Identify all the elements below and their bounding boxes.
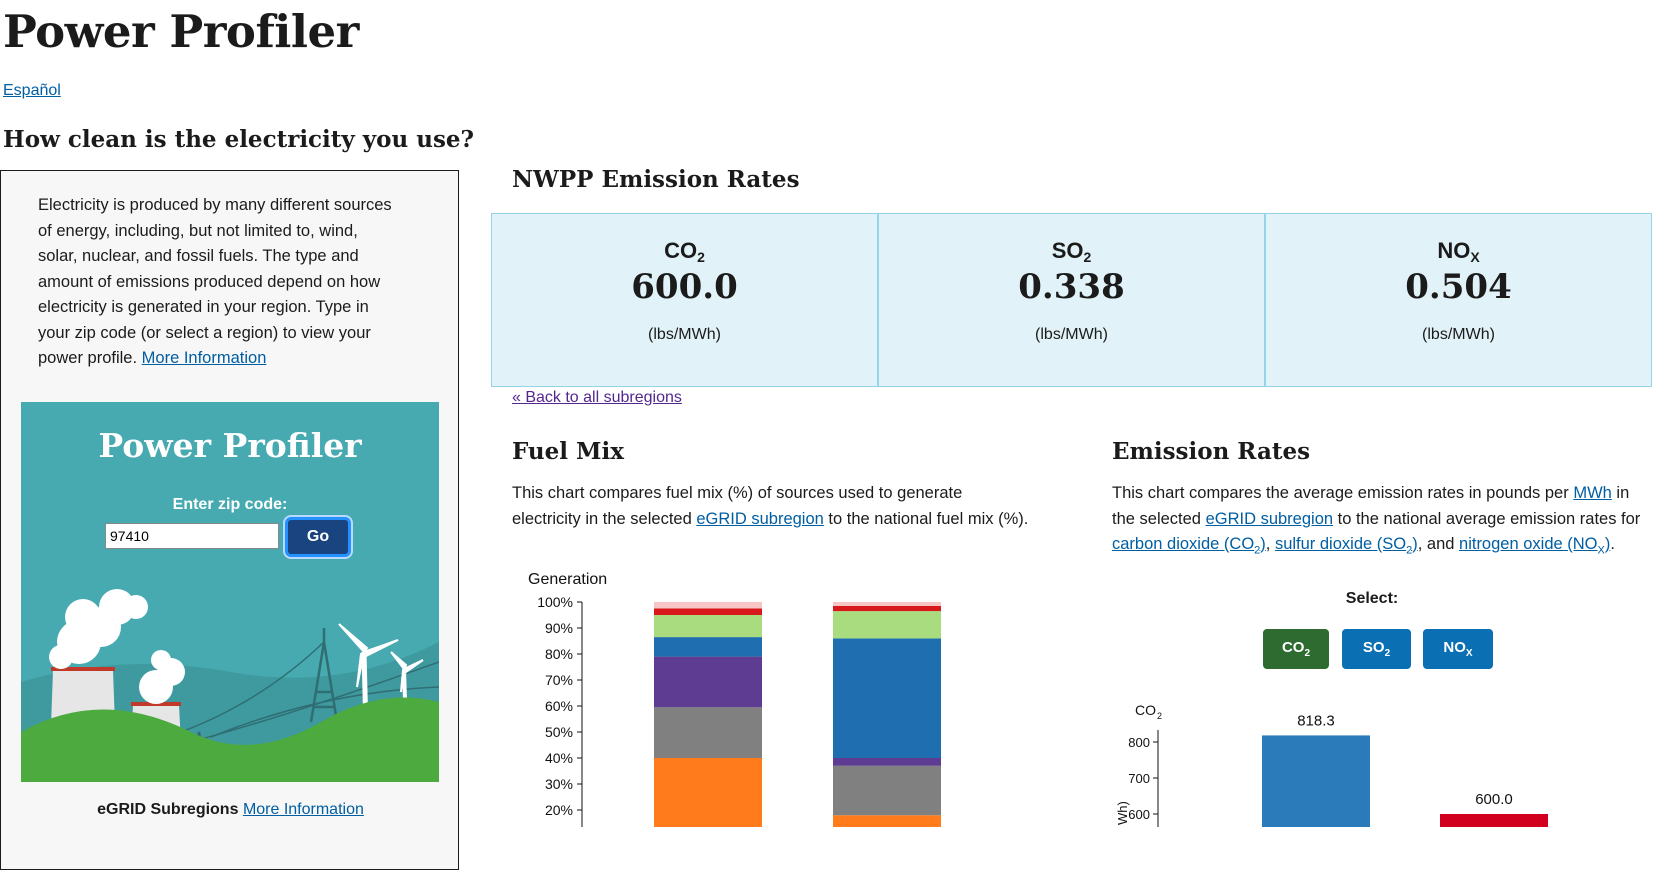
emission-egrid-link[interactable]: eGRID subregion — [1205, 509, 1334, 528]
back-to-subregions-link[interactable]: « Back to all subregions — [512, 389, 682, 406]
em-chart-tick-label: 600 — [1128, 807, 1150, 822]
zip-label: Enter zip code: — [172, 496, 288, 513]
fuel-mix-title: Fuel Mix — [512, 438, 624, 465]
co2-rate-box: CO2 600.0 (lbs/MWh) — [491, 213, 878, 387]
em-chart-ylabel: Wh) — [1115, 801, 1130, 825]
zip-code-input[interactable] — [105, 523, 279, 549]
egrid-subregions-label: eGRID Subregions — [97, 801, 239, 818]
fuel-bar-segment-other — [654, 608, 762, 615]
zip-widget: Power Profiler Enter zip code: Go — [21, 402, 439, 782]
fuel-bar-segment-other — [833, 605, 941, 612]
egrid-subregions-note: eGRID Subregions More Information — [1, 801, 460, 819]
fuel-chart-tick-label: 20% — [545, 802, 573, 818]
co2-rate-label: CO2 — [664, 238, 705, 265]
page-subtitle: How clean is the electricity you use? — [3, 126, 475, 153]
em-bar-value-label: 818.3 — [1297, 712, 1335, 729]
co2-definition-link[interactable]: carbon dioxide (CO2) — [1112, 535, 1266, 557]
nox-select-button[interactable]: NOX — [1423, 629, 1493, 669]
pollutant-select-label: Select: — [1345, 590, 1399, 607]
fuel-bar-segment-nuclear — [654, 707, 762, 758]
fuel-bar-segment-coal — [833, 758, 941, 766]
fuel-bar-segment-solar — [833, 602, 941, 606]
widget-title: Power Profiler — [98, 426, 362, 465]
emission-rates-section-title: Emission Rates — [1112, 438, 1311, 465]
em-bar-nwpp — [1440, 814, 1548, 827]
so2-rate-unit: (lbs/MWh) — [1035, 326, 1108, 343]
fuel-chart-tick-label: 40% — [545, 750, 573, 766]
nox-rate-box: NOX 0.504 (lbs/MWh) — [1265, 213, 1652, 387]
emission-rates-description: This chart compares the average emission… — [1112, 484, 1641, 557]
em-chart-title: CO — [1135, 702, 1156, 718]
fuel-bar-segment-gas — [654, 758, 762, 827]
fuel-egrid-link[interactable]: eGRID subregion — [696, 509, 824, 528]
intro-text: Electricity is produced by many differen… — [38, 193, 398, 372]
em-bar-value-label: 600.0 — [1475, 791, 1513, 808]
so2-select-button[interactable]: SO2 — [1342, 629, 1411, 669]
so2-definition-link[interactable]: sulfur dioxide (SO2) — [1274, 535, 1418, 557]
fuel-bar-segment-nuclear — [833, 765, 941, 816]
emission-rates-title: NWPP Emission Rates — [512, 166, 800, 193]
fuel-chart-tick-label: 50% — [545, 724, 573, 740]
green-hills — [21, 697, 439, 782]
em-chart-title-sub: 2 — [1157, 711, 1162, 721]
co2-select-button[interactable]: CO2 — [1263, 629, 1329, 669]
em-bar-national — [1262, 735, 1370, 827]
fuel-chart-tick-label: 60% — [545, 698, 573, 714]
nox-definition-link[interactable]: nitrogen oxide (NOX) — [1459, 535, 1611, 557]
fuel-bar-segment-solar — [654, 602, 762, 609]
fuel-mix-chart: Generation 100% 90% 80% 70% 60% 50% 40% 30% 20% — [528, 571, 941, 827]
fuel-bar-segment-coal — [654, 656, 762, 708]
nox-rate-label: NOX — [1437, 238, 1480, 265]
intro-description: Electricity is produced by many differen… — [38, 196, 392, 367]
fuel-chart-tick-label: 90% — [545, 620, 573, 636]
fuel-bar-segment-gas — [833, 815, 941, 827]
fuel-bar-segment-wind — [654, 615, 762, 638]
fuel-bar-segment-hydro — [833, 638, 941, 758]
so2-rate-box: SO2 0.338 (lbs/MWh) — [878, 213, 1265, 387]
fuel-mix-description: This chart compares fuel mix (%) of sour… — [512, 484, 1029, 528]
intro-panel: Electricity is produced by many differen… — [0, 170, 459, 870]
so2-rate-value: 0.338 — [1018, 267, 1125, 307]
fuel-chart-tick-label: 100% — [537, 594, 573, 610]
fuel-chart-tick-label: 30% — [545, 776, 573, 792]
mwh-link[interactable]: MWh — [1573, 484, 1612, 502]
so2-rate-label: SO2 — [1051, 238, 1092, 265]
co2-rate-value: 600.0 — [631, 267, 738, 307]
fuel-chart-tick-label: 80% — [545, 646, 573, 662]
page-title: Power Profiler — [3, 5, 359, 58]
language-link[interactable]: Español — [3, 82, 61, 99]
nox-rate-value: 0.504 — [1405, 267, 1512, 307]
egrid-more-info-link[interactable]: More Information — [242, 801, 364, 818]
power-plant-illustration — [21, 589, 439, 782]
em-chart-tick-label: 700 — [1128, 771, 1150, 786]
fuel-bar-segment-hydro — [654, 637, 762, 657]
fuel-chart-ylabel: Generation — [528, 571, 607, 588]
nox-rate-unit: (lbs/MWh) — [1422, 326, 1495, 343]
go-button[interactable]: Go — [283, 515, 353, 559]
fuel-bar-segment-wind — [833, 611, 941, 639]
co2-rate-unit: (lbs/MWh) — [648, 326, 721, 343]
fuel-chart-tick-label: 70% — [545, 672, 573, 688]
em-chart-tick-label: 800 — [1128, 735, 1150, 750]
intro-more-info-link[interactable]: More Information — [141, 349, 267, 367]
